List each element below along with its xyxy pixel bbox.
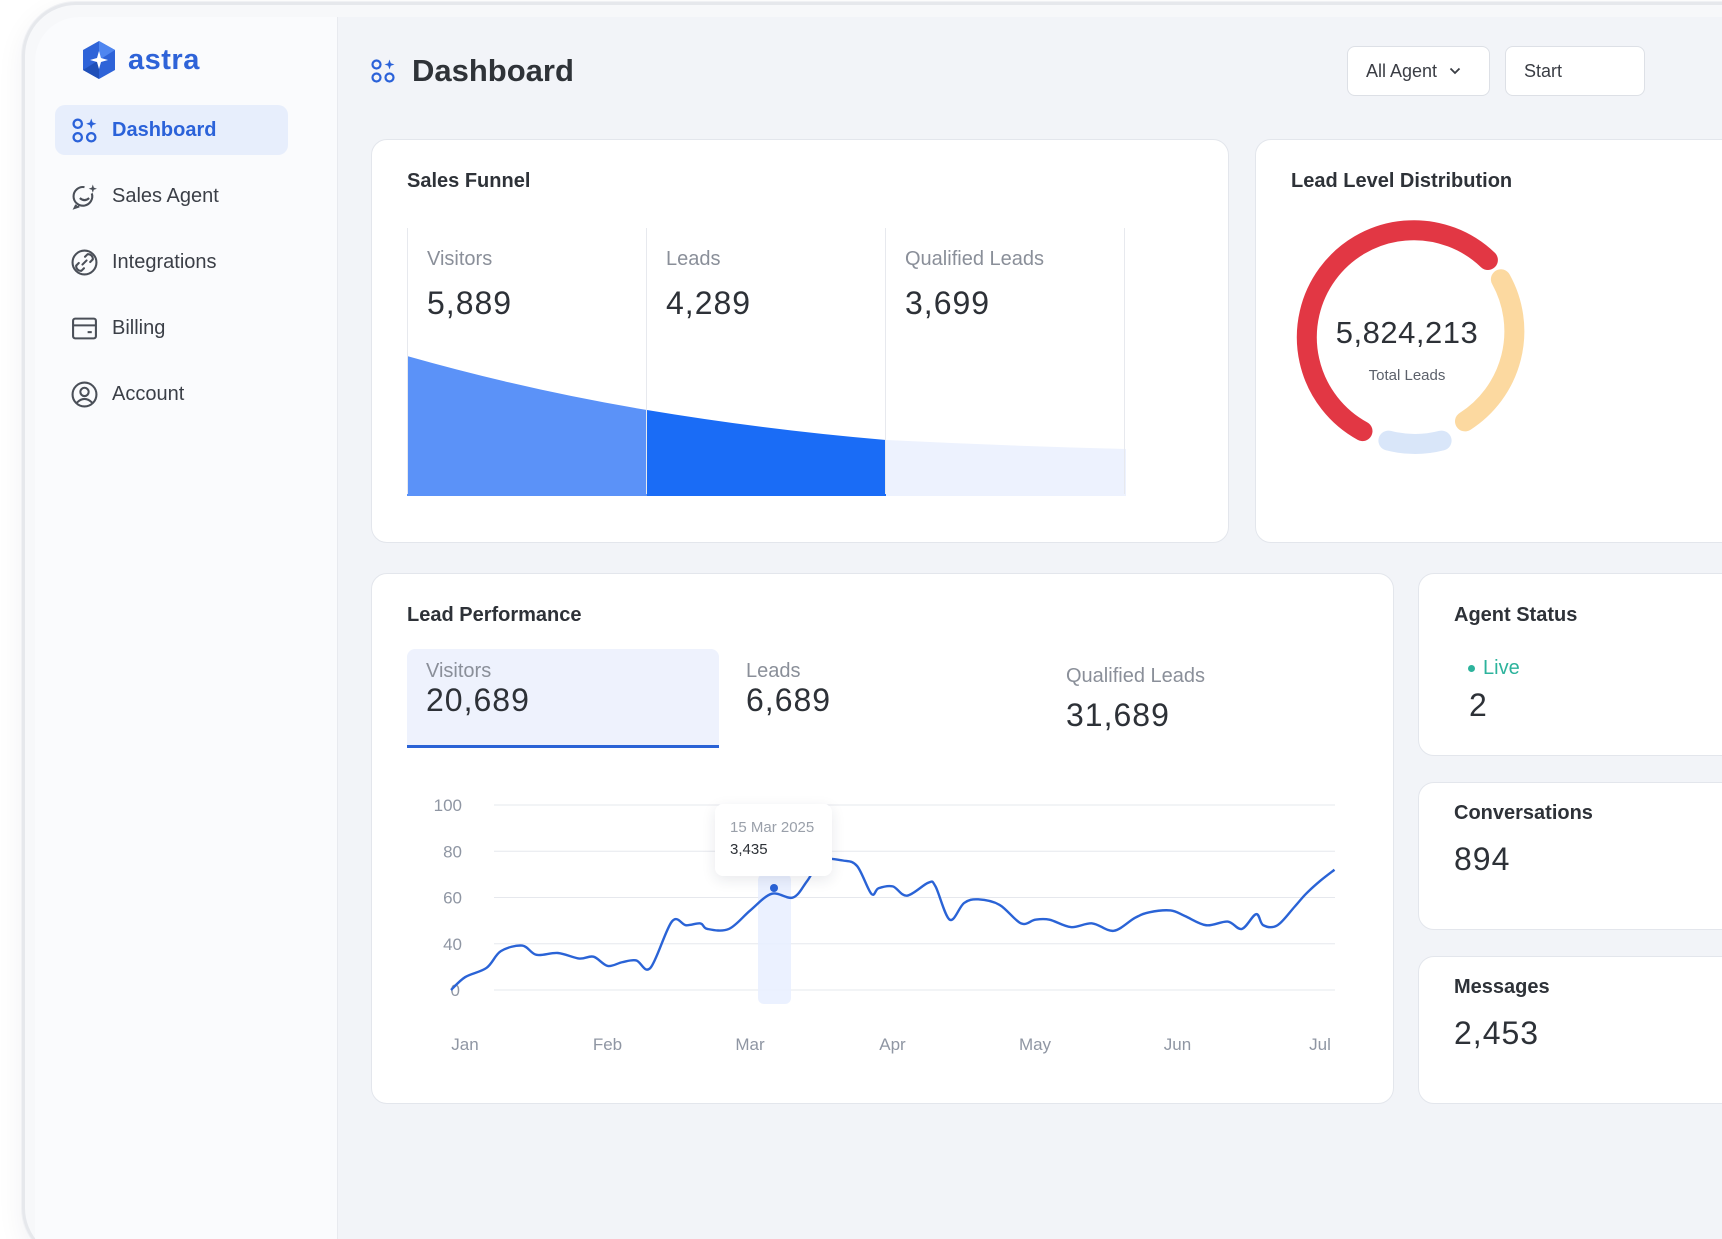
x-tick-label: Jul	[1309, 1035, 1331, 1054]
donut-segment-red	[1296, 220, 1498, 442]
funnel-column-qualified: Qualified Leads 3,699	[885, 228, 1125, 494]
lead-performance-card: Lead Performance Visitors 20,689 Leads 6…	[371, 573, 1394, 1104]
sidebar-item-dashboard[interactable]: Dashboard	[55, 105, 288, 155]
agent-status-title: Agent Status	[1454, 604, 1578, 626]
x-tick-label: May	[1019, 1035, 1052, 1054]
sidebar-item-label: Dashboard	[112, 118, 217, 141]
total-leads-label: Total Leads	[1368, 367, 1446, 384]
chart-tooltip: 15 Mar 2025 3,435	[715, 804, 832, 876]
conversations-title: Conversations	[1454, 802, 1593, 824]
tab-label: Leads	[746, 660, 801, 682]
sidebar-item-label: Integrations	[112, 250, 217, 273]
lead-distribution-card: Lead Level Distribution 5,824,213 Total …	[1255, 139, 1722, 543]
sidebar-item-integrations[interactable]: Integrations	[55, 237, 288, 287]
funnel-stage-label: Qualified Leads	[905, 248, 1044, 270]
x-tick-label: Jan	[451, 1035, 478, 1054]
tab-value: 20,689	[426, 682, 530, 718]
y-tick-label: 60	[443, 889, 462, 908]
sidebar-item-label: Account	[112, 382, 185, 405]
messages-title: Messages	[1454, 976, 1550, 998]
device-frame: astra Dashboard	[22, 2, 1722, 1239]
funnel-stage-leads	[647, 410, 886, 496]
lead-distribution-title: Lead Level Distribution	[1291, 170, 1513, 192]
tab-visitors[interactable]: Visitors 20,689	[407, 649, 719, 748]
funnel-stage-label: Leads	[666, 248, 721, 270]
tab-label: Visitors	[426, 660, 492, 682]
agent-filter-dropdown[interactable]: All Agent	[1347, 46, 1490, 96]
x-tick-label: Mar	[735, 1035, 765, 1054]
chat-sparkle-icon	[72, 184, 97, 210]
agent-filter-value: All Agent	[1366, 60, 1438, 81]
x-tick-label: Apr	[879, 1035, 906, 1054]
lead-performance-chart: 0 40 60 80 100 Jan Feb Mar Apr May Jun Jul	[434, 796, 1336, 1054]
page-title: Dashboard	[412, 53, 574, 88]
funnel-column-leads: Leads 4,289	[646, 228, 886, 494]
dashboard-grid-icon	[72, 117, 97, 143]
page-header: Dashboard	[370, 53, 574, 89]
total-leads-value: 5,824,213	[1335, 315, 1479, 350]
user-circle-icon	[71, 381, 98, 407]
sidebar-item-billing[interactable]: Billing	[55, 303, 288, 353]
start-button-label: Start	[1524, 60, 1563, 81]
y-tick-label: 100	[434, 796, 462, 815]
live-dot-icon	[1468, 665, 1475, 672]
lead-performance-title: Lead Performance	[407, 604, 582, 626]
funnel-stage-visitors	[407, 356, 647, 496]
tab-value: 31,689	[1066, 697, 1170, 733]
sidebar-nav: Dashboard Sales Agent	[55, 105, 288, 435]
donut-segment-orange	[1455, 269, 1525, 432]
wallet-icon	[72, 317, 97, 339]
tooltip-value: 3,435	[730, 841, 768, 858]
chevron-down-icon	[1449, 67, 1461, 75]
start-button[interactable]: Start	[1505, 46, 1645, 96]
app-screen: astra Dashboard	[35, 17, 1722, 1239]
donut-center: 5,824,213 Total Leads	[1291, 315, 1523, 384]
astra-logo-icon	[83, 41, 115, 79]
live-indicator: Live	[1468, 657, 1520, 680]
y-tick-label: 40	[443, 935, 462, 954]
tab-label: Qualified Leads	[1066, 665, 1205, 687]
sidebar: astra Dashboard	[35, 17, 338, 1239]
y-tick-label: 0	[451, 981, 460, 1000]
live-agent-count: 2	[1469, 687, 1488, 723]
sidebar-item-label: Sales Agent	[112, 184, 219, 207]
sidebar-item-sales-agent[interactable]: Sales Agent	[55, 171, 288, 221]
brand-logo[interactable]: astra	[80, 40, 200, 80]
y-tick-label: 80	[443, 842, 462, 861]
conversations-value: 894	[1454, 841, 1511, 877]
agent-status-card: Agent Status Live 2	[1418, 573, 1722, 756]
funnel-stage-value: 3,699	[905, 285, 991, 321]
main-content: Dashboard All Agent Start Sales Funnel V…	[338, 17, 1722, 1239]
tooltip-date: 15 Mar 2025	[730, 819, 815, 836]
conversations-card: Conversations 894	[1418, 782, 1722, 930]
sales-funnel-title: Sales Funnel	[407, 170, 531, 192]
x-tick-label: Jun	[1164, 1035, 1191, 1054]
funnel-stage-label: Visitors	[427, 248, 493, 270]
funnel-stage-qualified	[886, 440, 1126, 496]
funnel-chart	[407, 356, 1126, 496]
sidebar-item-label: Billing	[112, 316, 166, 339]
tab-value: 6,689	[746, 682, 832, 718]
live-label: Live	[1483, 657, 1520, 679]
link-icon	[71, 249, 98, 275]
messages-card: Messages 2,453	[1418, 956, 1722, 1104]
sidebar-item-account[interactable]: Account	[55, 369, 288, 419]
highlight-point	[770, 884, 778, 892]
hover-band	[758, 874, 791, 1004]
funnel-column-visitors: Visitors 5,889	[407, 228, 647, 494]
funnel-stage-value: 4,289	[666, 285, 752, 321]
x-tick-label: Feb	[593, 1035, 622, 1054]
tab-qualified-leads[interactable]: Qualified Leads 31,689	[1047, 649, 1347, 748]
messages-value: 2,453	[1454, 1015, 1540, 1051]
funnel-stage-value: 5,889	[427, 285, 513, 321]
donut-chart	[1296, 220, 1525, 454]
series-line	[450, 857, 1336, 991]
brand-name: astra	[128, 43, 200, 76]
donut-segment-lightblue	[1378, 430, 1452, 454]
sales-funnel-card: Sales Funnel Visitors 5,889 Leads 4,289 …	[371, 139, 1229, 543]
tab-leads[interactable]: Leads 6,689	[727, 649, 1027, 748]
dashboard-grid-icon	[371, 59, 395, 83]
